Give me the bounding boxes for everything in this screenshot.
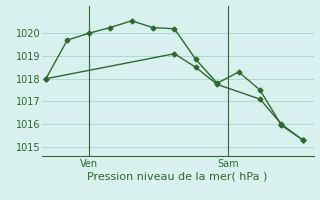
X-axis label: Pression niveau de la mer( hPa ): Pression niveau de la mer( hPa ) bbox=[87, 172, 268, 182]
